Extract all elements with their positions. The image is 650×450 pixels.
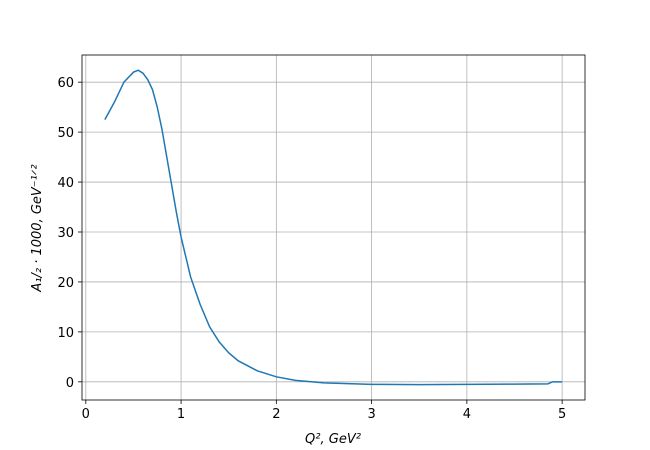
x-tick-label: 4 bbox=[463, 407, 471, 422]
x-tick-label: 2 bbox=[272, 407, 280, 422]
plot-frame bbox=[81, 54, 586, 401]
x-axis-label: Q², GeV² bbox=[305, 432, 361, 447]
x-tick-label: 5 bbox=[558, 407, 566, 422]
y-tick-label: 60 bbox=[57, 76, 74, 91]
y-tick-label: 40 bbox=[57, 176, 74, 191]
y-tick-label: 20 bbox=[57, 276, 74, 291]
line-series bbox=[104, 69, 563, 386]
x-tick-label: 1 bbox=[177, 407, 185, 422]
y-axis-label: A₁/₂ · 1000, GeV⁻¹ᐟ² bbox=[30, 164, 45, 292]
y-tick-label: 30 bbox=[57, 226, 74, 241]
x-tick-label: 0 bbox=[82, 407, 90, 422]
y-tick-label: 0 bbox=[66, 376, 74, 391]
x-tick-label: 3 bbox=[367, 407, 375, 422]
y-tick-label: 50 bbox=[57, 126, 74, 141]
y-tick-label: 10 bbox=[57, 326, 74, 341]
